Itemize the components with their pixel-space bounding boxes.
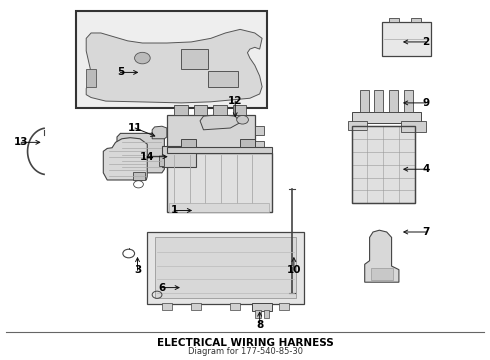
Text: 13: 13 <box>14 138 28 147</box>
Text: 14: 14 <box>140 152 154 162</box>
Bar <box>208 71 238 87</box>
Bar <box>194 105 207 116</box>
Bar <box>86 69 96 87</box>
Bar <box>223 156 243 167</box>
Bar <box>401 121 426 132</box>
Text: 1: 1 <box>171 206 178 216</box>
Bar <box>371 268 393 280</box>
Bar <box>252 303 272 311</box>
Bar <box>169 203 270 212</box>
Bar <box>181 139 196 147</box>
Bar <box>382 22 431 56</box>
Bar <box>191 303 201 310</box>
Bar <box>255 140 264 149</box>
Text: 2: 2 <box>422 37 429 47</box>
Bar <box>264 310 270 318</box>
Bar <box>347 121 367 130</box>
Bar <box>255 126 264 135</box>
Bar <box>162 303 172 310</box>
Bar <box>213 105 227 116</box>
Bar <box>133 172 145 180</box>
Polygon shape <box>86 30 262 103</box>
Bar <box>279 303 289 310</box>
Text: 11: 11 <box>128 123 142 133</box>
Polygon shape <box>365 230 399 282</box>
Circle shape <box>135 52 150 64</box>
Bar <box>167 147 272 153</box>
Text: 8: 8 <box>256 320 263 330</box>
Bar <box>255 310 261 318</box>
Bar <box>155 237 296 298</box>
Polygon shape <box>152 126 167 139</box>
Bar <box>352 112 421 123</box>
Bar <box>351 126 415 203</box>
Bar <box>181 49 208 69</box>
Text: 4: 4 <box>422 164 429 174</box>
Bar <box>360 90 368 112</box>
Bar <box>167 116 255 157</box>
Text: 3: 3 <box>134 265 141 275</box>
Bar <box>351 126 415 203</box>
Text: 5: 5 <box>117 67 124 77</box>
Bar <box>167 153 272 212</box>
Polygon shape <box>103 138 147 180</box>
Text: ELECTRICAL WIRING HARNESS: ELECTRICAL WIRING HARNESS <box>157 338 333 348</box>
Bar <box>230 303 240 310</box>
Bar <box>176 156 196 167</box>
Bar <box>159 155 164 166</box>
Bar <box>389 18 399 22</box>
Bar <box>174 105 188 116</box>
Text: 12: 12 <box>228 96 243 106</box>
Bar <box>404 90 413 112</box>
Bar <box>76 12 267 108</box>
Text: 10: 10 <box>287 265 301 275</box>
Text: 6: 6 <box>158 283 166 293</box>
Bar <box>374 90 383 112</box>
Bar <box>162 146 196 167</box>
Polygon shape <box>117 134 164 173</box>
Text: 9: 9 <box>422 98 429 108</box>
Bar <box>389 90 398 112</box>
Text: 7: 7 <box>422 227 429 237</box>
Polygon shape <box>200 115 240 130</box>
Bar <box>240 139 255 147</box>
Bar <box>411 18 421 22</box>
Text: Diagram for 177-540-85-30: Diagram for 177-540-85-30 <box>188 347 302 356</box>
Circle shape <box>237 116 248 124</box>
Bar <box>233 105 246 116</box>
Bar <box>147 232 304 304</box>
